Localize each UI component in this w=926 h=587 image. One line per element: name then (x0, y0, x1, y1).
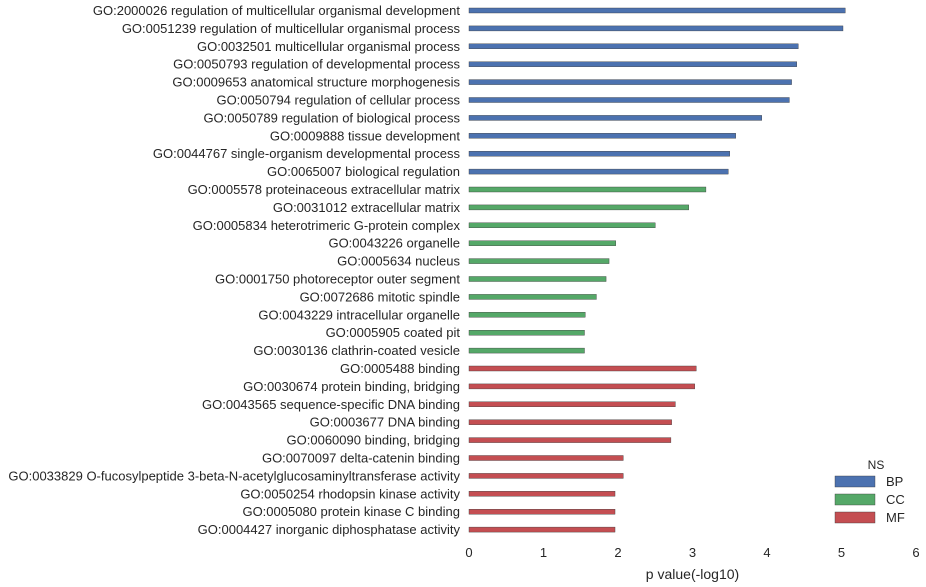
legend-label-mf: MF (886, 510, 905, 525)
x-tick-label: 2 (614, 545, 621, 560)
category-label: GO:0060090 binding, bridging (287, 433, 460, 448)
legend-swatch-bp (834, 475, 876, 488)
category-label: GO:0009888 tissue development (270, 128, 460, 143)
category-label: GO:0072686 mitotic spindle (300, 289, 460, 304)
bar-cc (468, 240, 616, 246)
bars-layer (468, 7, 846, 533)
x-tick-label: 5 (838, 545, 845, 560)
bar-bp (468, 168, 729, 175)
bar-mf (468, 365, 697, 372)
category-label: GO:0005834 heterotrimeric G-protein comp… (193, 218, 461, 233)
category-label: GO:0032501 multicellular organismal proc… (197, 39, 461, 54)
category-label: GO:0030136 clathrin-coated vesicle (253, 343, 460, 358)
bar-bp (468, 115, 762, 121)
bar-bp (468, 7, 846, 14)
category-label: GO:0043229 intracellular organelle (258, 307, 460, 322)
legend-label-cc: CC (886, 492, 905, 507)
bar-mf (468, 401, 676, 407)
category-label: GO:0005634 nucleus (337, 254, 460, 269)
bar-mf (468, 419, 672, 425)
bar-mf (468, 491, 616, 497)
category-label: GO:0070097 delta-catenin binding (262, 451, 460, 466)
bar-bp (468, 43, 799, 49)
bar-bp (468, 133, 736, 139)
category-label: GO:0044767 single-organism developmental… (153, 146, 461, 161)
bar-bp (468, 61, 797, 67)
legend-swatch-mf (834, 511, 876, 524)
category-label: GO:0005080 protein kinase C binding (242, 504, 460, 519)
bar-cc (468, 276, 607, 282)
legend-label-bp: BP (886, 474, 903, 489)
bar-mf (468, 509, 616, 515)
category-label: GO:0009653 anatomical structure morphoge… (172, 75, 460, 90)
x-tick-label: 3 (689, 545, 696, 560)
category-label: GO:0033829 O-fucosylpeptide 3-beta-N-ace… (8, 468, 460, 483)
legend-items: BP CC MF (834, 474, 905, 525)
bar-cc (468, 204, 689, 211)
category-label: GO:0050794 regulation of cellular proces… (216, 93, 460, 108)
bar-bp (468, 25, 844, 32)
category-label: GO:0003677 DNA binding (310, 415, 460, 430)
bar-cc (468, 258, 610, 264)
bar-mf (468, 473, 624, 479)
category-label: GO:0043565 sequence-specific DNA binding (202, 397, 460, 412)
category-label: GO:0030674 protein binding, bridging (243, 379, 460, 394)
category-labels: GO:2000026 regulation of multicellular o… (8, 3, 460, 537)
category-label: GO:0005905 coated pit (326, 325, 461, 340)
category-label: GO:0004427 inorganic diphosphatase activ… (198, 522, 461, 537)
x-tick-label: 4 (763, 545, 770, 560)
category-label: GO:0005578 proteinaceous extracellular m… (188, 182, 461, 197)
bar-bp (468, 79, 792, 85)
bar-cc (468, 222, 656, 229)
legend-title: NS (868, 458, 885, 472)
bar-cc (468, 347, 585, 354)
bar-cc (468, 330, 585, 336)
bar-mf (468, 526, 616, 533)
bar-cc (468, 312, 586, 318)
x-tick-label: 6 (912, 545, 919, 560)
bar-mf (468, 383, 695, 390)
category-label: GO:2000026 regulation of multicellular o… (93, 3, 460, 18)
bar-bp (468, 97, 790, 103)
bar-cc (468, 186, 707, 193)
bar-cc (468, 294, 597, 300)
category-label: GO:0001750 photoreceptor outer segment (215, 272, 460, 287)
category-label: GO:0051239 regulation of multicellular o… (122, 21, 461, 36)
x-axis-title: p value(-log10) (646, 566, 739, 582)
bar-mf (468, 437, 672, 443)
category-label: GO:0005488 binding (340, 361, 460, 376)
category-label: GO:0031012 extracellular matrix (273, 200, 461, 215)
legend-swatch-cc (834, 493, 876, 506)
x-tick-label: 1 (540, 545, 547, 560)
category-label: GO:0050254 rhodopsin kinase activity (240, 486, 460, 501)
category-label: GO:0050793 regulation of developmental p… (173, 57, 460, 72)
category-label: GO:0050789 regulation of biological proc… (203, 110, 460, 125)
x-tick-label: 0 (465, 545, 472, 560)
x-axis-ticks: 0 1 2 3 4 5 6 (465, 545, 919, 560)
bar-bp (468, 150, 730, 157)
category-label: GO:0065007 biological regulation (267, 164, 460, 179)
bar-mf (468, 455, 624, 461)
category-label: GO:0043226 organelle (328, 236, 460, 251)
legend: NS BP CC MF (834, 458, 905, 525)
